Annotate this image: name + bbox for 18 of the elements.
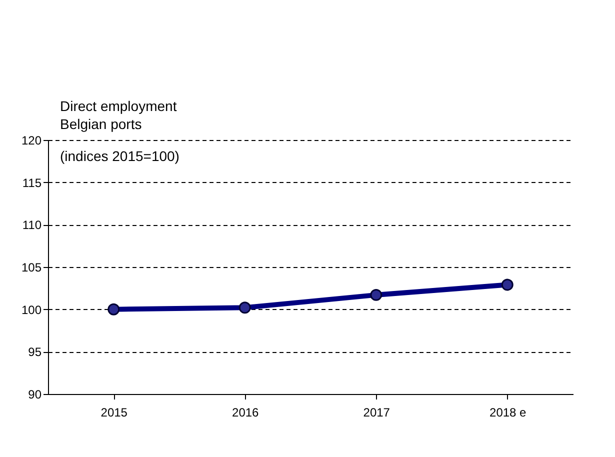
y-tick-label: 100 [21,302,42,317]
x-tick-label: 2017 [363,406,390,420]
y-tick-label: 110 [22,218,42,232]
text: (indices 2015=100) [60,148,180,164]
x-tick-label: 2015 [100,406,128,420]
point [108,303,120,316]
y-tick-label: 95 [28,345,42,360]
text: Belgian ports [60,116,142,132]
point [370,288,382,301]
x-tick-label: 2018 e [490,406,527,420]
text: Direct employment [60,98,177,114]
y-tick-label: 120 [21,134,42,148]
x-tick-label: 2016 [232,406,260,420]
y-tick-label: 90 [28,388,42,402]
point [238,302,251,314]
point [501,278,514,291]
y-tick-label: 105 [21,260,42,274]
y-tick-label: 115 [22,176,42,190]
